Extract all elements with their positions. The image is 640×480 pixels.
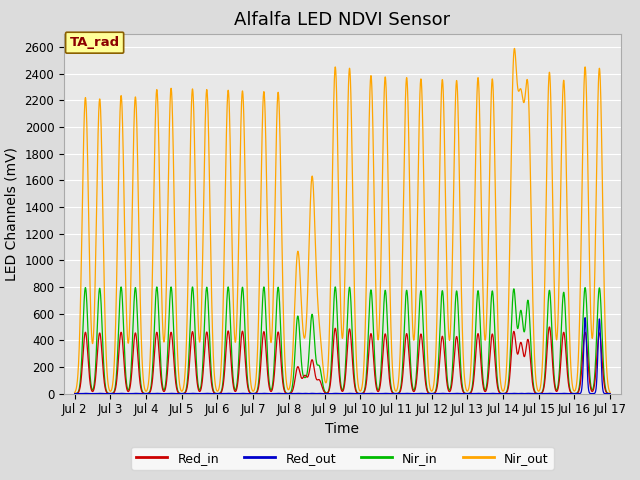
Red_in xyxy=(201,348,209,353)
Red_out xyxy=(201,391,209,396)
Nir_in xyxy=(71,391,79,396)
Nir_in xyxy=(117,284,125,290)
Line: Red_in: Red_in xyxy=(75,327,610,394)
Nir_in xyxy=(198,374,206,380)
Nir_out xyxy=(71,390,79,396)
Nir_out xyxy=(195,336,203,341)
Red_in xyxy=(311,368,319,374)
Line: Red_out: Red_out xyxy=(75,318,610,394)
X-axis label: Time: Time xyxy=(325,422,360,436)
Line: Nir_out: Nir_out xyxy=(75,48,610,393)
Nir_out xyxy=(273,127,280,133)
Red_in xyxy=(602,389,610,395)
Nir_in xyxy=(201,314,209,320)
Text: TA_rad: TA_rad xyxy=(70,36,120,49)
Red_out xyxy=(606,391,614,396)
Nir_out xyxy=(511,46,518,51)
Red_in xyxy=(606,391,614,396)
Nir_out xyxy=(201,146,209,152)
Nir_in xyxy=(602,387,610,393)
Title: Alfalfa LED NDVI Sensor: Alfalfa LED NDVI Sensor xyxy=(234,11,451,29)
Red_in xyxy=(545,324,553,330)
Nir_out xyxy=(311,217,319,223)
Y-axis label: LED Channels (mV): LED Channels (mV) xyxy=(5,146,19,281)
Nir_in xyxy=(606,391,614,396)
Legend: Red_in, Red_out, Nir_in, Nir_out: Red_in, Red_out, Nir_in, Nir_out xyxy=(131,447,554,469)
Red_in xyxy=(71,391,79,396)
Nir_out xyxy=(606,389,614,395)
Red_in xyxy=(195,388,203,394)
Line: Nir_in: Nir_in xyxy=(75,287,610,394)
Nir_in xyxy=(195,386,203,392)
Red_in xyxy=(273,341,280,347)
Red_out xyxy=(311,391,319,396)
Red_out xyxy=(198,391,205,396)
Red_out xyxy=(602,391,610,396)
Red_out xyxy=(195,391,203,396)
Red_out xyxy=(273,391,280,396)
Nir_in xyxy=(311,340,319,346)
Red_out xyxy=(71,391,79,396)
Nir_in xyxy=(273,303,280,309)
Red_out xyxy=(581,315,589,321)
Nir_out xyxy=(198,291,205,297)
Red_in xyxy=(198,382,205,387)
Nir_out xyxy=(602,349,610,355)
